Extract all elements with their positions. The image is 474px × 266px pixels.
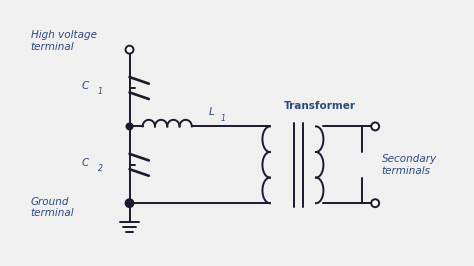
Text: High voltage
terminal: High voltage terminal <box>31 30 97 52</box>
Circle shape <box>126 123 133 130</box>
Text: C: C <box>81 81 89 91</box>
Text: C: C <box>81 158 89 168</box>
Text: Transformer: Transformer <box>284 101 356 111</box>
Text: Secondary
terminals: Secondary terminals <box>382 154 437 176</box>
Text: 2: 2 <box>98 164 102 173</box>
Circle shape <box>371 122 379 130</box>
Text: 1: 1 <box>98 87 102 96</box>
Circle shape <box>126 199 134 207</box>
Text: Ground
terminal: Ground terminal <box>31 197 74 218</box>
Circle shape <box>371 199 379 207</box>
Circle shape <box>126 46 134 53</box>
Text: 1: 1 <box>221 114 226 123</box>
Circle shape <box>126 200 133 206</box>
Text: L: L <box>209 107 214 117</box>
